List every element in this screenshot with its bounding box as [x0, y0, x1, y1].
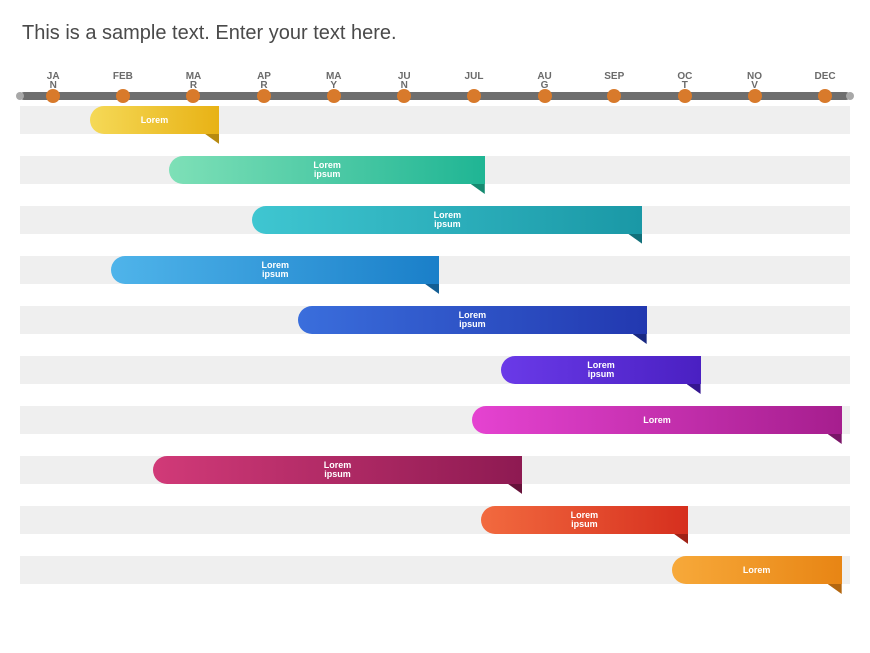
task-bar-tail [633, 334, 647, 344]
month-label: JUL [462, 72, 486, 81]
gantt-row: Lorem ipsum [20, 256, 850, 284]
month-short: JUL [462, 72, 486, 81]
gantt-row: Lorem ipsum [20, 156, 850, 184]
task-bar-tail [508, 484, 522, 494]
month-short: SEP [602, 72, 626, 81]
task-bar: Lorem ipsum [501, 356, 700, 384]
gantt-row: Lorem [20, 406, 850, 434]
task-label: Lorem ipsum [434, 211, 462, 229]
task-bar-tail [674, 534, 688, 544]
axis-tick [257, 89, 271, 103]
axis-tick [327, 89, 341, 103]
axis-tick [678, 89, 692, 103]
axis-tick [116, 89, 130, 103]
axis-cap-left [16, 92, 24, 100]
month-label: NOV [743, 72, 767, 90]
month-label: MAR [181, 72, 205, 90]
gantt-row: Lorem ipsum [20, 356, 850, 384]
month-label: FEB [111, 72, 135, 81]
task-bar: Lorem [90, 106, 219, 134]
axis-tick [186, 89, 200, 103]
task-label: Lorem ipsum [587, 361, 615, 379]
month-label: JUN [392, 72, 416, 90]
task-bar-tail [628, 234, 642, 244]
gantt-row: Lorem ipsum [20, 456, 850, 484]
row-background [20, 506, 850, 534]
row-background [20, 356, 850, 384]
task-bar: Lorem ipsum [169, 156, 484, 184]
month-label: MAY [322, 72, 346, 90]
task-label: Lorem [643, 416, 671, 425]
task-bar: Lorem [672, 556, 842, 584]
task-bar-tail [425, 284, 439, 294]
month-label: JAN [41, 72, 65, 90]
axis-tick [467, 89, 481, 103]
task-label: Lorem ipsum [459, 311, 487, 329]
task-bar-tail [687, 384, 701, 394]
task-bar: Lorem ipsum [298, 306, 647, 334]
axis-cap-right [846, 92, 854, 100]
task-label: Lorem [141, 116, 169, 125]
month-label: AUG [533, 72, 557, 90]
task-label: Lorem ipsum [324, 461, 352, 479]
task-label: Lorem ipsum [571, 511, 599, 529]
task-bar: Lorem [472, 406, 841, 434]
axis-tick [818, 89, 832, 103]
month-label: DEC [813, 72, 837, 81]
task-bar: Lorem ipsum [153, 456, 522, 484]
axis-tick [538, 89, 552, 103]
task-bar-tail [828, 434, 842, 444]
gantt-rows: Lorem Lorem ipsum Lorem ipsum Lorem ipsum Lo… [20, 106, 850, 584]
task-bar: Lorem ipsum [252, 206, 642, 234]
month-short: FEB [111, 72, 135, 81]
task-bar-tail [205, 134, 219, 144]
task-bar-tail [471, 184, 485, 194]
timeline-axis [20, 92, 850, 100]
page-title: This is a sample text. Enter your text h… [0, 0, 870, 45]
month-label: OCT [673, 72, 697, 90]
gantt-chart: JAN FEB MAR APR MAY JUN JUL AUG SEP OCT NOV DEC Lor… [20, 72, 850, 606]
task-label: Lorem ipsum [261, 261, 289, 279]
month-label: SEP [602, 72, 626, 81]
month-labels-row: JAN FEB MAR APR MAY JUN JUL AUG SEP OCT NOV DEC [20, 72, 850, 90]
task-label: Lorem ipsum [313, 161, 341, 179]
gantt-row: Lorem ipsum [20, 206, 850, 234]
month-short: DEC [813, 72, 837, 81]
gantt-row: Lorem ipsum [20, 306, 850, 334]
axis-tick [748, 89, 762, 103]
axis-tick [607, 89, 621, 103]
task-bar: Lorem ipsum [111, 256, 439, 284]
gantt-row: Lorem [20, 556, 850, 584]
task-bar-tail [828, 584, 842, 594]
gantt-row: Lorem [20, 106, 850, 134]
task-label: Lorem [743, 566, 771, 575]
month-label: APR [252, 72, 276, 90]
axis-tick [46, 89, 60, 103]
gantt-row: Lorem ipsum [20, 506, 850, 534]
task-bar: Lorem ipsum [481, 506, 689, 534]
axis-tick [397, 89, 411, 103]
